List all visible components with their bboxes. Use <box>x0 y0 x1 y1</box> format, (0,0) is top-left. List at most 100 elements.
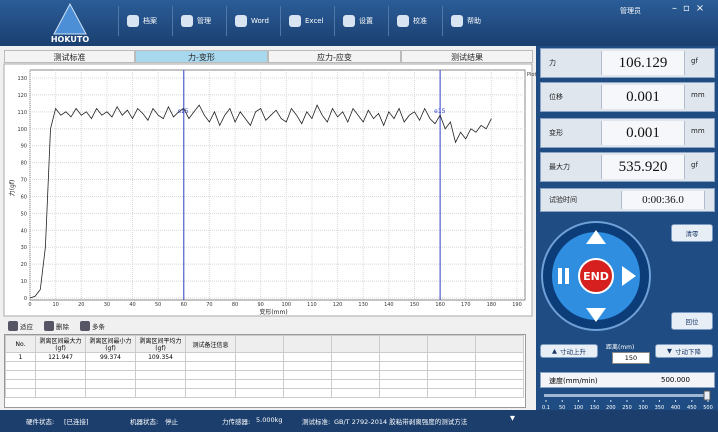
x-tick-label: 20 <box>78 302 84 308</box>
table-cell <box>85 370 136 380</box>
end-button[interactable] <box>578 258 614 294</box>
table-cell <box>5 388 36 398</box>
tab[interactable]: 测试结果 <box>401 50 533 63</box>
status-bar: ▼ 硬件状态: [已连接] 机器状态: 停止 力传感器: 5.000kg 测试标准: GB/T… <box>0 410 718 432</box>
x-tick-label: 30 <box>104 302 110 308</box>
readout-label: 位移 <box>549 93 563 101</box>
y-tick-label: 40 <box>21 228 27 234</box>
data-line <box>29 104 492 299</box>
x-tick-label: 0 <box>28 302 31 308</box>
table-cell <box>475 388 524 398</box>
table-cell <box>283 379 332 389</box>
readout: 最大力 535.920 gf <box>540 152 715 182</box>
tool-label: 多条 <box>92 323 105 331</box>
timer: 试验时间 0:00:36.0 <box>540 188 715 212</box>
column-title: 剥离区间最小力 <box>89 338 132 345</box>
distance-label: 距离(mm) <box>606 344 635 351</box>
menu-item[interactable]: 设置 <box>334 6 386 36</box>
table-cell <box>135 388 186 398</box>
zero-button[interactable]: 清零 <box>671 224 713 242</box>
column-header <box>331 335 380 353</box>
menu-item[interactable]: 档案 <box>118 6 170 36</box>
readout: 力 106.129 gf <box>540 48 715 78</box>
marker-label: e15 <box>434 108 446 115</box>
x-tick-label: 180 <box>487 302 497 308</box>
column-header: 剥离区间最大力 (gf) <box>35 335 86 353</box>
speed-slider[interactable]: 0.1 50 100 150 200 250 300 350 400 450 500 <box>538 390 718 410</box>
column-unit: (gf) <box>55 345 66 352</box>
menu-item[interactable]: Excel <box>280 6 332 36</box>
menu-item[interactable]: Word <box>226 6 278 36</box>
table-cell <box>283 361 332 371</box>
table-cell <box>475 352 524 362</box>
column-header: 剥离区间平均力 (gf) <box>135 335 186 353</box>
status-dropdown[interactable]: ▼ <box>510 414 515 422</box>
readout-value: 0.001 <box>601 121 685 145</box>
toolbar-button[interactable]: 多条 <box>80 321 105 331</box>
readout-label: 力 <box>549 59 556 67</box>
readout-label: 最大力 <box>549 163 570 171</box>
distance-value: 150 <box>624 354 638 362</box>
readout-value: 106.129 <box>601 51 685 75</box>
column-title: 测试备注信息 <box>192 341 229 349</box>
table-cell <box>5 361 36 371</box>
table-cell <box>331 361 380 371</box>
slider-tick-label: 450 <box>687 405 697 410</box>
start-button[interactable] <box>622 266 636 286</box>
table-cell <box>475 361 524 371</box>
home-button[interactable]: 回位 <box>671 312 713 330</box>
column-header <box>379 335 428 353</box>
jog-down-button[interactable]: ▼ 寸动下降 <box>655 344 713 358</box>
jog-up-button[interactable]: ▲ 寸动上升 <box>540 344 598 358</box>
tab[interactable]: 力-变形 <box>135 50 268 63</box>
menu-label: 管理 <box>197 17 211 25</box>
y-tick-label: 10 <box>21 279 27 285</box>
readout-unit: gf <box>691 161 698 169</box>
readout-value: 535.920 <box>601 155 685 179</box>
speed-value[interactable]: 500.000 <box>661 376 690 384</box>
y-tick-label: 70 <box>21 178 27 184</box>
status-label: 测试标准: <box>302 418 331 426</box>
table-cell <box>85 361 136 371</box>
table-cell <box>331 352 380 362</box>
menu-item[interactable]: 管理 <box>172 6 224 36</box>
table-cell <box>331 370 380 380</box>
y-tick-label: 30 <box>21 245 27 251</box>
tab[interactable]: 应力-应变 <box>268 50 401 63</box>
x-tick-label: 150 <box>410 302 420 308</box>
table-cell <box>135 370 186 380</box>
pause-button[interactable] <box>558 268 562 284</box>
y-tick-label: 110 <box>17 110 27 116</box>
table-cell <box>5 370 36 380</box>
top-bar: HOKUTO 管理员 –▫× <box>0 0 718 46</box>
menu-icon <box>343 15 355 27</box>
x-tick-label: 80 <box>232 302 238 308</box>
jog-down-label: 寸动下降 <box>675 348 701 356</box>
toolbar-button[interactable]: 适应 <box>8 321 33 331</box>
table-cell <box>85 388 136 398</box>
table-cell: 99.374 <box>85 352 136 362</box>
toolbar-button[interactable]: 删除 <box>44 321 69 331</box>
menu-item[interactable]: 校准 <box>388 6 440 36</box>
table-cell <box>379 361 428 371</box>
tool-label: 删除 <box>56 323 69 331</box>
plot-frame <box>29 69 526 301</box>
slider-tick-label: 200 <box>606 405 616 410</box>
x-tick-label: 90 <box>257 302 263 308</box>
slider-tick-label: 50 <box>559 405 565 410</box>
down-button[interactable] <box>586 308 606 322</box>
x-tick-label: 160 <box>435 302 445 308</box>
up-button[interactable] <box>586 230 606 244</box>
y-tick-label: 130 <box>17 76 27 82</box>
column-header: 测试备注信息 <box>185 335 236 353</box>
tab[interactable]: 测试标准 <box>4 50 135 63</box>
x-tick-label: 190 <box>512 302 522 308</box>
menu-item[interactable]: 帮助 <box>442 6 494 36</box>
menu-icon <box>127 15 139 27</box>
table-row <box>5 361 524 371</box>
window-controls[interactable]: –▫× <box>672 3 711 14</box>
y-tick-label: 50 <box>21 211 27 217</box>
column-header: No. <box>5 335 36 353</box>
distance-input[interactable]: 150 <box>612 352 650 364</box>
home-label: 回位 <box>685 318 699 326</box>
